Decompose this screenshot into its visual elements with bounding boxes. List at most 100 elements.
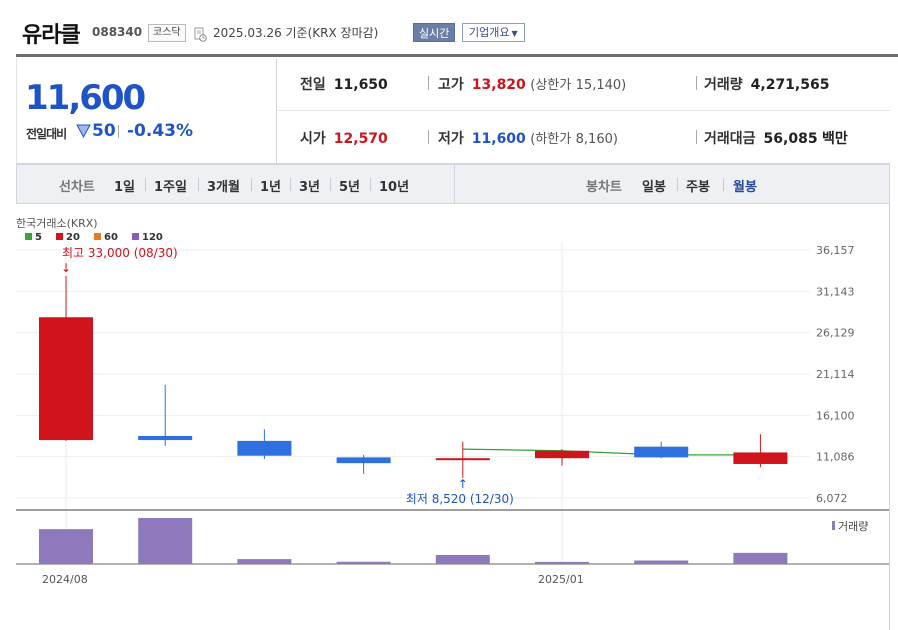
header-divider <box>16 54 898 57</box>
document-clock-icon <box>194 27 207 42</box>
high-cell: 고가 13,820 (상한가 15,140) <box>438 74 626 94</box>
amount-value: 56,085 <box>763 131 818 147</box>
market-badge: 코스닥 <box>148 24 186 42</box>
tab-separator <box>145 178 146 191</box>
page-header: 유라클 088340 코스닥 2025.03.26 기준(KRX 장마감) 실시… <box>0 0 898 57</box>
quote-row-divider <box>278 110 890 111</box>
open-cell: 시가 12,570 <box>300 128 388 148</box>
change-label: 전일대비 <box>26 127 67 141</box>
candle-body <box>237 440 292 456</box>
legend-swatch-20 <box>56 233 63 240</box>
quote-date: 2025.03.26 기준(KRX 장마감) <box>213 26 379 40</box>
stock-code: 088340 <box>92 25 143 39</box>
candle-body <box>435 458 490 461</box>
tab-10year[interactable]: 10년 <box>379 180 410 195</box>
tab-5year[interactable]: 5년 <box>339 180 361 195</box>
y-tick-label: 36,157 <box>816 244 855 257</box>
ma5-line <box>462 448 761 456</box>
legend-label-120: 120 <box>142 232 163 243</box>
quote-separator <box>696 130 697 144</box>
tab-separator <box>251 178 252 191</box>
quote-separator <box>428 76 429 90</box>
y-tick-label: 31,143 <box>816 285 855 298</box>
lower-limit-label: (하한가 <box>530 132 572 147</box>
chart-source-label: 한국거래소(KRX) <box>16 217 98 230</box>
realtime-button[interactable]: 실시간 <box>413 23 456 42</box>
x-tick-label: 2025/01 <box>538 573 584 586</box>
upper-limit-label: (상한가 <box>530 78 572 93</box>
tab-weekly[interactable]: 주봉 <box>686 180 710 195</box>
high-label: 고가 <box>438 77 464 93</box>
y-tick-label: 6,072 <box>816 492 848 505</box>
amount-label: 거래대금 <box>704 131 756 147</box>
tab-separator <box>370 178 371 191</box>
amount-unit: 백만 <box>822 131 848 147</box>
tab-daily[interactable]: 일봉 <box>642 180 666 195</box>
change-value: 50 <box>92 121 116 141</box>
volume-legend-swatch <box>832 521 835 530</box>
volume-value: 4,271,565 <box>750 77 830 93</box>
tab-1week[interactable]: 1주일 <box>154 180 187 195</box>
current-price-box: 11,600 전일대비 50 -0.43% <box>16 58 277 164</box>
candle-body <box>138 435 193 441</box>
volume-bar <box>634 560 689 564</box>
volume-legend-label: 거래량 <box>838 520 868 533</box>
candle-body <box>336 457 391 464</box>
tab-1day[interactable]: 1일 <box>114 180 136 195</box>
volume-bar <box>138 518 193 564</box>
candle-body <box>535 450 589 459</box>
tab-separator <box>677 178 678 191</box>
open-label: 시가 <box>300 131 326 147</box>
y-tick-label: 26,129 <box>816 327 855 340</box>
volume-bar <box>39 529 93 564</box>
chart-right-border <box>889 204 890 630</box>
quote-panel: 11,600 전일대비 50 -0.43% 전일 11,650 고가 13,820 … <box>16 58 890 164</box>
x-tick-label: 2024/08 <box>42 573 88 586</box>
current-price: 11,600 <box>25 78 146 118</box>
chart-canvas: 한국거래소(KRX) 5 20 60 120 36,157 31,143 26,129 21,1… <box>16 217 890 586</box>
y-tick-label: 11,086 <box>816 451 855 464</box>
low-marker-arrow: ↑ <box>458 477 468 491</box>
volume-bar <box>733 552 788 564</box>
low-value: 11,600 <box>471 131 526 147</box>
volume-label: 거래량 <box>704 77 743 93</box>
y-tick-label: 16,100 <box>816 409 855 422</box>
company-name: 유라클 <box>22 23 81 48</box>
tab-3year[interactable]: 3년 <box>299 180 321 195</box>
lower-limit-value: 8,160) <box>575 132 618 147</box>
prev-close-cell: 전일 11,650 <box>300 74 388 94</box>
company-overview-label: 기업개요 <box>469 26 510 39</box>
legend-label-5: 5 <box>35 232 42 243</box>
candle-chart-heading: 봉차트 <box>586 180 622 195</box>
tab-1year[interactable]: 1년 <box>260 180 282 195</box>
stock-chart: 한국거래소(KRX) 5 20 60 120 36,157 31,143 26,129 21,1… <box>0 204 898 630</box>
volume-cell: 거래량 4,271,565 <box>704 74 829 94</box>
tab-separator <box>290 178 291 191</box>
y-tick-label: 21,114 <box>816 368 855 381</box>
high-marker-arrow: ↓ <box>61 261 71 275</box>
volume-bar <box>535 561 589 564</box>
company-overview-button[interactable]: 기업개요 ▼ <box>462 23 525 42</box>
prev-close-label: 전일 <box>300 77 326 93</box>
tab-separator <box>723 178 724 191</box>
high-marker-label: 최고 33,000 (08/30) <box>62 246 178 260</box>
tabs-divider <box>454 165 455 203</box>
low-marker-label: 최저 8,520 (12/30) <box>406 492 514 506</box>
volume-bar <box>336 561 391 564</box>
tab-separator <box>198 178 199 191</box>
tab-monthly[interactable]: 월봉 <box>733 180 757 195</box>
high-value: 13,820 <box>471 77 526 93</box>
open-value: 12,570 <box>333 131 388 147</box>
upper-limit-value: 15,140) <box>575 78 627 93</box>
low-label: 저가 <box>438 131 464 147</box>
candle-body <box>39 317 93 441</box>
candle-body <box>733 452 788 464</box>
amount-cell: 거래대금 56,085 백만 <box>704 128 848 148</box>
quote-separator <box>428 130 429 144</box>
down-triangle-icon <box>76 124 91 138</box>
change-percent: -0.43% <box>127 121 194 141</box>
tab-3month[interactable]: 3개월 <box>207 180 240 195</box>
candle-body <box>634 446 689 458</box>
caret-down-icon: ▼ <box>511 29 518 38</box>
legend-label-60: 60 <box>104 232 118 243</box>
